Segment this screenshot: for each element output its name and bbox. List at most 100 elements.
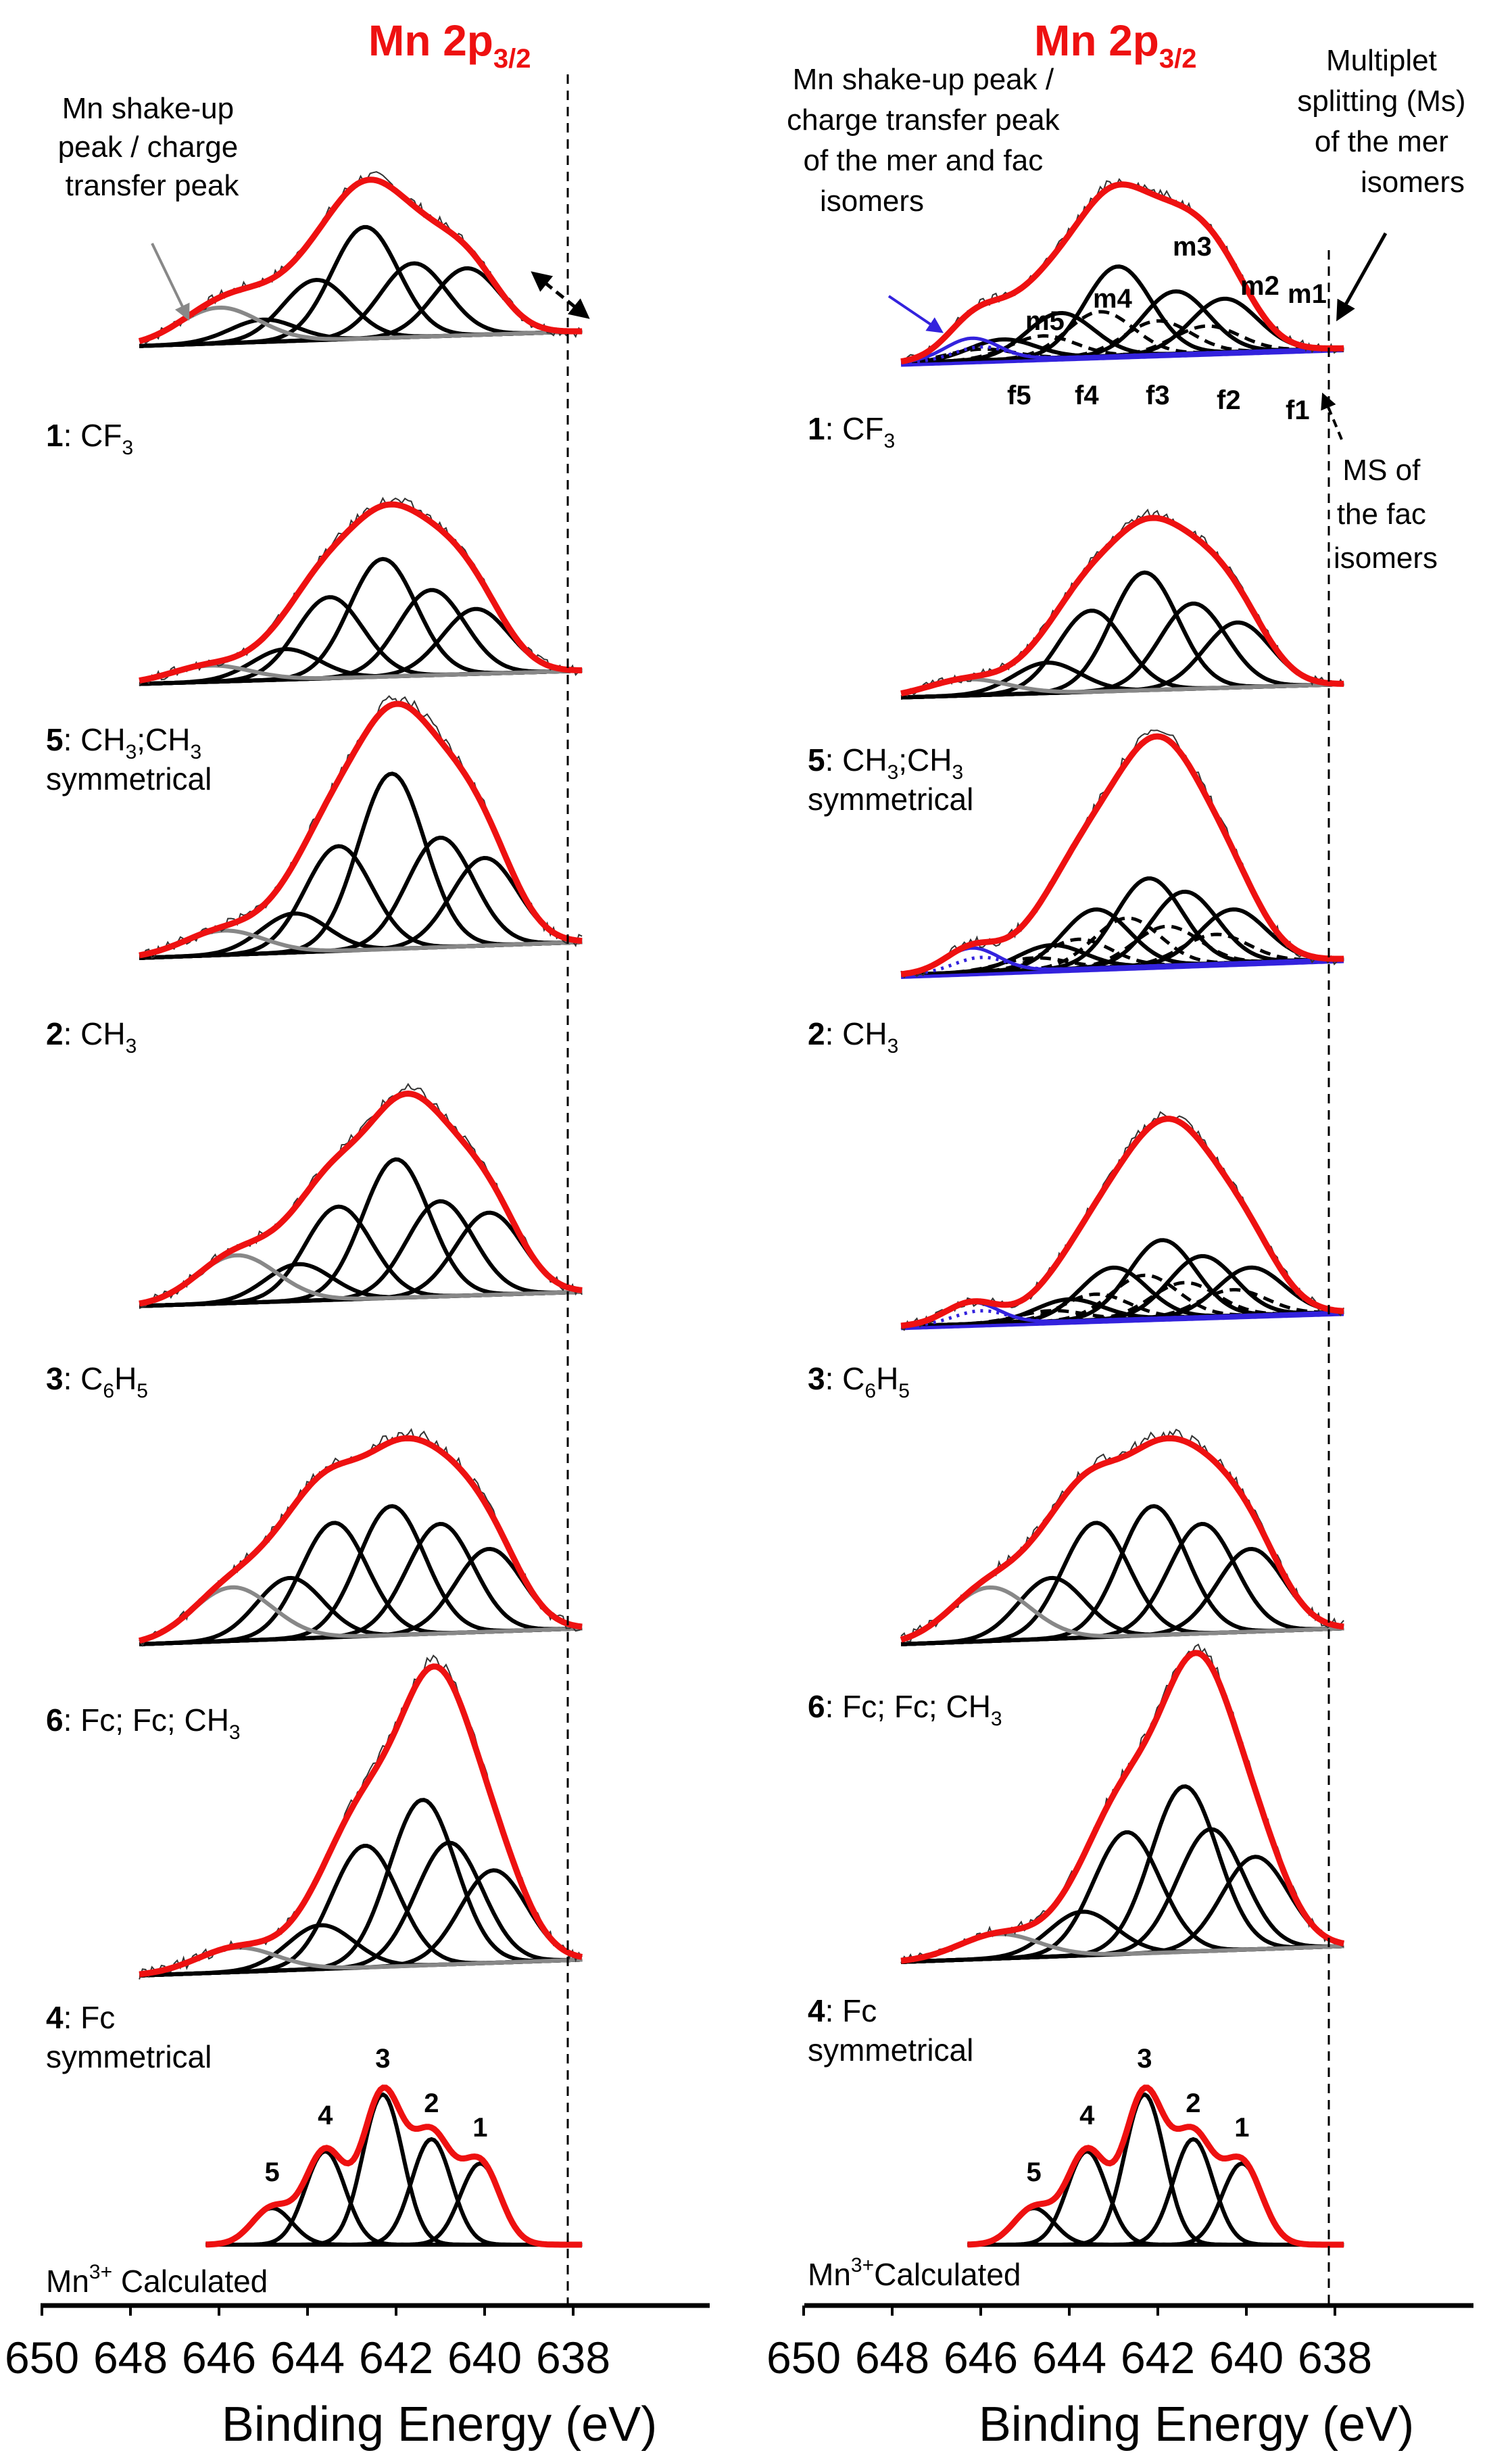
x-tick-label: 644 [270, 2333, 345, 2383]
component-peak [139, 224, 583, 348]
fac-peak-label: f3 [1146, 381, 1170, 410]
right-x-ticks: 650 648 646 644 642 640 638 [766, 2306, 1372, 2383]
spectrum-label-line2: symmetrical [46, 2039, 212, 2074]
right-fac-arrow [1321, 392, 1343, 440]
x-tick-label: 648 [855, 2333, 929, 2383]
right-peak-labels: m1 m2 m3 m4 m5 f1 f2 f3 f4 f5 [1007, 232, 1327, 425]
spectrum-0-3: 3: C6H5 [46, 1082, 583, 1402]
right-multiplet-label: Multiplet splitting (Ms) of the mer isom… [1297, 44, 1474, 199]
shakeup-peak [139, 305, 583, 343]
envelope-fit [900, 515, 1344, 697]
spectrum-label-line2: symmetrical [808, 782, 973, 817]
x-tick-label: 650 [766, 2333, 841, 2383]
x-tick-label: 646 [182, 2333, 256, 2383]
raw-data-line [900, 508, 1344, 697]
x-tick-label: 646 [944, 2333, 1018, 2383]
peak-number: 1 [472, 2113, 487, 2143]
component-peak [205, 2136, 583, 2247]
peak-number: 2 [424, 2088, 439, 2118]
component-peak [900, 1521, 1344, 1646]
spectrum-label: 2: CH3 [808, 1016, 898, 1057]
raw-data-line [139, 1428, 583, 1648]
fac-background-line [900, 1312, 1344, 1331]
envelope-fit [900, 1650, 1344, 1964]
left-shift-arrow [531, 271, 590, 319]
component-peak [139, 1521, 583, 1646]
mer-peak-label: m1 [1288, 279, 1327, 309]
spectrum-label: Mn3+Calculated [808, 2254, 1021, 2292]
raw-data-line [139, 695, 583, 959]
component-peak [205, 2092, 583, 2247]
shakeup-peak [900, 1932, 1344, 1963]
component-peak [139, 1521, 583, 1646]
component-peak [205, 2161, 583, 2247]
peak-number: 4 [318, 2101, 333, 2130]
spectrum-1-6: 6: Fc; Fc; CH3 [808, 1429, 1344, 1730]
spectrum-0-calc: 1 2 3 4 5 Mn3+ Calculated [46, 2044, 583, 2299]
shakeup-peak [139, 1585, 583, 1643]
x-tick-label: 640 [447, 2333, 522, 2383]
spectrum-label: 4: Fc [46, 2000, 115, 2035]
right-fac-label: MS of the fac isomers [1334, 454, 1438, 575]
raw-data-line [139, 496, 583, 686]
envelope-fit [967, 2084, 1344, 2248]
spectrum-label: 4: Fc [808, 1993, 877, 2028]
component-peak [900, 1521, 1344, 1646]
mer-shakeup-peak [900, 336, 1344, 364]
mer-shakeup-peak [900, 946, 1344, 976]
envelope-fit [900, 733, 1344, 978]
fac-shakeup-peak [900, 1309, 1344, 1328]
mer-peak-label: m2 [1240, 271, 1279, 301]
left-title: Mn 2p3/2 [368, 16, 531, 74]
spectrum-0-4: 4: Fc symmetrical [46, 1654, 583, 2074]
left-x-ticks: 650 648 646 644 642 640 638 [5, 2306, 610, 2383]
x-tick-label: 644 [1032, 2333, 1106, 2383]
peak-number: 2 [1186, 2088, 1200, 2118]
fac-shakeup-peak [900, 345, 1344, 364]
component-peak [967, 2161, 1344, 2247]
envelope-fit [900, 1116, 1344, 1329]
right-x-axis-label: Binding Energy (eV) [979, 2397, 1414, 2452]
peak-number: 5 [264, 2157, 279, 2187]
spectrum-1-calc: 1 2 3 4 5 Mn3+Calculated [808, 2044, 1344, 2292]
component-peak [139, 835, 583, 960]
spectrum-label: Mn3+ Calculated [46, 2261, 268, 2299]
peak-number: 1 [1234, 2113, 1249, 2143]
envelope-fit [900, 1435, 1344, 1643]
x-tick-label: 650 [5, 2333, 79, 2383]
left-x-axis-label: Binding Energy (eV) [222, 2397, 657, 2452]
fac-background-line [900, 959, 1344, 979]
right-multiplet-arrow [1336, 232, 1388, 322]
envelope-fit [138, 1435, 583, 1644]
spectrum-0-2: 2: CH3 [46, 695, 583, 1057]
component-peak [967, 2136, 1344, 2247]
spectrum-label: 5: CH3;CH3 [46, 722, 201, 763]
shakeup-peak [900, 1585, 1344, 1642]
spectrum-1-4: 4: Fc symmetrical [808, 1643, 1344, 2068]
mer-peak-label: m3 [1173, 232, 1212, 262]
fac-background-line [901, 349, 1344, 367]
spectrum-label-line2: symmetrical [808, 2032, 973, 2068]
peak-number: 5 [1026, 2157, 1041, 2187]
spectrum-1-3: 3: C6H5 [808, 1111, 1345, 1402]
peak-number: 3 [375, 2044, 390, 2074]
fac-component-peak [900, 937, 1344, 977]
left-shakeup-label: Mn shake-up peak / charge transfer peak [58, 92, 247, 202]
shakeup-peak [139, 1945, 583, 1977]
envelope-fit [900, 181, 1344, 365]
fac-peak-label: f1 [1286, 396, 1310, 425]
spectrum-label: 1: CF3 [808, 411, 895, 452]
envelope-fit [139, 501, 583, 684]
raw-data-line [900, 1429, 1344, 1643]
spectrum-0-6: 6: Fc; Fc; CH3 [46, 1428, 583, 1744]
envelope-fit [138, 176, 583, 344]
fac-peak-label: f2 [1217, 385, 1241, 415]
spectrum-1-2: 2: CH3 [808, 729, 1344, 1057]
